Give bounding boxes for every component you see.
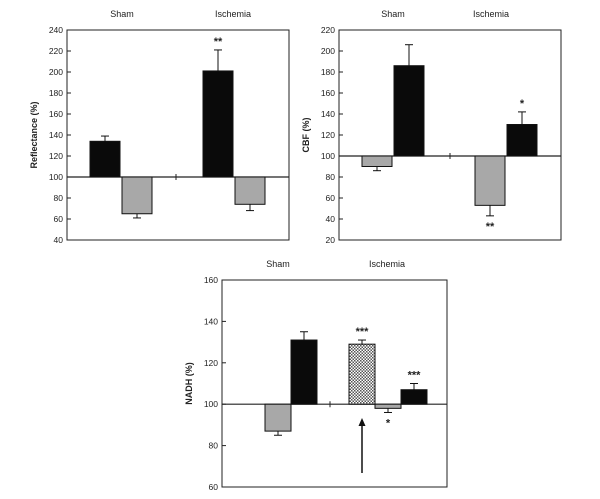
y-tick-label: 220 <box>321 25 335 35</box>
y-tick-label: 80 <box>326 172 336 182</box>
y-tick-label: 160 <box>321 88 335 98</box>
y-tick-label: 160 <box>204 275 218 285</box>
y-tick-label: 220 <box>49 46 63 56</box>
y-tick-label: 40 <box>54 235 64 245</box>
bar-black <box>400 389 428 405</box>
bar-gray <box>374 403 402 409</box>
y-tick-label: 140 <box>49 130 63 140</box>
bar-black <box>393 65 425 157</box>
group-label-sham: Sham <box>110 9 134 19</box>
y-tick-label: 160 <box>49 109 63 119</box>
group-label-ischemia: Ischemia <box>369 259 405 269</box>
significance-mark: *** <box>356 326 370 338</box>
y-tick-label: 180 <box>49 88 63 98</box>
significance-mark: ** <box>214 36 223 48</box>
plot-frame <box>66 29 290 241</box>
group-label-sham: Sham <box>266 259 290 269</box>
y-tick-label: 100 <box>49 172 63 182</box>
significance-mark: * <box>386 417 391 429</box>
y-axis-label: CBF (%) <box>301 118 311 153</box>
bar-black <box>89 140 121 178</box>
y-tick-label: 140 <box>321 109 335 119</box>
significance-mark: ** <box>486 221 495 233</box>
y-axis-label: Reflectance (%) <box>29 101 39 168</box>
group-label-ischemia: Ischemia <box>215 9 251 19</box>
y-tick-label: 120 <box>204 358 218 368</box>
y-tick-label: 20 <box>326 235 336 245</box>
bar-black <box>290 339 318 405</box>
significance-mark: *** <box>408 370 422 382</box>
bar-black <box>506 124 538 157</box>
y-tick-label: 100 <box>204 399 218 409</box>
bar-gray <box>264 403 292 432</box>
bar-gray <box>361 155 393 167</box>
y-axis-label: NADH (%) <box>184 362 194 405</box>
y-tick-label: 60 <box>326 193 336 203</box>
bar-hatched <box>348 343 376 405</box>
chart-panel-1: 40 60 80 100 120 140 160 180 200 220 240 Reflectanc… <box>29 9 290 245</box>
y-tick-label: 120 <box>49 151 63 161</box>
significance-mark: * <box>520 98 525 110</box>
y-tick-label: 40 <box>326 214 336 224</box>
bar-gray <box>474 155 506 206</box>
y-tick-label: 100 <box>321 151 335 161</box>
y-tick-label: 60 <box>209 482 219 492</box>
arrow-icon <box>358 418 366 426</box>
group-label-ischemia: Ischemia <box>473 9 509 19</box>
chart-panel-2: 20 40 60 80 100 120 140 160 180 200 220 CBF (%) Sham… <box>301 9 562 245</box>
y-tick-label: 120 <box>321 130 335 140</box>
bar-gray <box>234 176 266 205</box>
y-tick-label: 60 <box>54 214 64 224</box>
y-tick-label: 200 <box>49 67 63 77</box>
plot-frame <box>221 279 448 488</box>
y-tick-label: 80 <box>54 193 64 203</box>
bar-black <box>202 70 234 178</box>
y-tick-label: 80 <box>209 441 219 451</box>
y-tick-label: 140 <box>204 316 218 326</box>
bar-gray <box>121 176 153 215</box>
y-tick-label: 240 <box>49 25 63 35</box>
y-tick-label: 200 <box>321 46 335 56</box>
group-label-sham: Sham <box>381 9 405 19</box>
y-tick-label: 180 <box>321 67 335 77</box>
